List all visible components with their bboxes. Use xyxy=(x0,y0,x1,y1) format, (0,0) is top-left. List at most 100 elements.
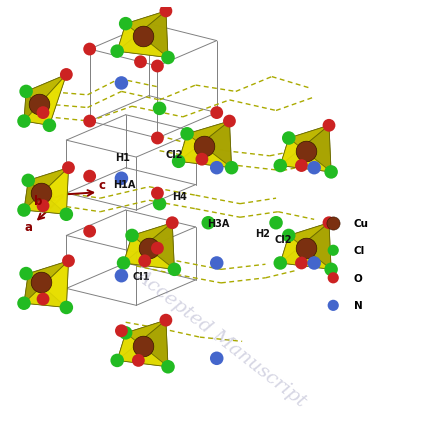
Polygon shape xyxy=(126,321,168,367)
Polygon shape xyxy=(24,75,66,126)
Point xyxy=(228,165,235,172)
Point xyxy=(330,247,337,254)
Point xyxy=(273,220,280,227)
Point xyxy=(118,272,125,279)
Point xyxy=(46,123,53,130)
Point xyxy=(135,357,142,364)
Point xyxy=(139,34,146,41)
Point xyxy=(164,55,171,62)
Point xyxy=(40,110,46,117)
Point xyxy=(330,220,337,227)
Polygon shape xyxy=(280,223,331,270)
Point xyxy=(330,275,337,282)
Point xyxy=(169,220,176,227)
Polygon shape xyxy=(24,181,66,215)
Point xyxy=(23,89,29,96)
Point xyxy=(285,135,292,142)
Polygon shape xyxy=(24,75,66,122)
Point xyxy=(154,245,161,252)
Point xyxy=(86,173,93,180)
Point xyxy=(154,135,161,142)
Text: Cu: Cu xyxy=(354,218,368,228)
Point xyxy=(139,342,146,349)
Point xyxy=(311,165,317,172)
Point xyxy=(201,144,207,151)
Point xyxy=(114,49,121,56)
Point xyxy=(164,364,171,371)
Point xyxy=(114,357,121,364)
Polygon shape xyxy=(26,75,66,126)
Point xyxy=(154,190,161,197)
Point xyxy=(122,21,129,28)
Point xyxy=(328,266,334,273)
Polygon shape xyxy=(24,261,68,308)
Point xyxy=(302,245,309,252)
Point xyxy=(198,156,205,163)
Point xyxy=(205,220,212,227)
Polygon shape xyxy=(117,333,168,367)
Text: Cl2: Cl2 xyxy=(166,149,183,159)
Point xyxy=(118,328,125,335)
Point xyxy=(40,296,46,303)
Point xyxy=(40,203,46,210)
Polygon shape xyxy=(126,12,168,58)
Point xyxy=(23,270,29,277)
Text: H1: H1 xyxy=(115,153,130,162)
Point xyxy=(298,260,305,267)
Point xyxy=(20,207,27,214)
Point xyxy=(162,8,169,15)
Point xyxy=(213,260,220,267)
Point xyxy=(122,330,129,337)
Point xyxy=(328,169,334,176)
Point xyxy=(63,304,70,311)
Point xyxy=(86,118,93,125)
Point xyxy=(184,131,190,138)
Point xyxy=(137,59,144,66)
Polygon shape xyxy=(24,92,49,126)
Polygon shape xyxy=(117,12,168,58)
Polygon shape xyxy=(28,168,68,215)
Point xyxy=(25,177,31,184)
Point xyxy=(226,118,233,125)
Point xyxy=(20,118,27,125)
Point xyxy=(285,233,292,240)
Point xyxy=(213,110,220,117)
Polygon shape xyxy=(280,223,329,263)
Point xyxy=(311,260,317,267)
Polygon shape xyxy=(124,223,172,263)
Point xyxy=(86,228,93,235)
Polygon shape xyxy=(132,223,174,270)
Text: c: c xyxy=(99,179,106,191)
Polygon shape xyxy=(178,134,232,168)
Point xyxy=(37,190,44,197)
Text: b: b xyxy=(34,194,42,207)
Text: H4: H4 xyxy=(172,192,187,202)
Point xyxy=(37,279,44,286)
Point xyxy=(86,46,93,53)
Polygon shape xyxy=(28,261,68,308)
Text: O: O xyxy=(354,273,362,283)
Polygon shape xyxy=(178,122,230,162)
Polygon shape xyxy=(124,236,174,270)
Text: Accepted Manuscript: Accepted Manuscript xyxy=(132,265,310,410)
Point xyxy=(118,80,125,87)
Point xyxy=(171,266,178,273)
Polygon shape xyxy=(280,126,331,173)
Polygon shape xyxy=(280,139,331,173)
Polygon shape xyxy=(289,223,331,270)
Point xyxy=(142,258,148,265)
Point xyxy=(154,64,161,71)
Polygon shape xyxy=(24,261,68,304)
Point xyxy=(326,220,332,227)
Polygon shape xyxy=(280,236,331,270)
Point xyxy=(330,302,337,309)
Polygon shape xyxy=(187,122,232,168)
Point xyxy=(302,148,309,155)
Text: H3A: H3A xyxy=(207,218,229,228)
Polygon shape xyxy=(24,274,66,308)
Point xyxy=(65,165,72,172)
Point xyxy=(175,159,182,166)
Polygon shape xyxy=(24,168,68,215)
Text: H2: H2 xyxy=(255,228,270,238)
Point xyxy=(213,165,220,172)
